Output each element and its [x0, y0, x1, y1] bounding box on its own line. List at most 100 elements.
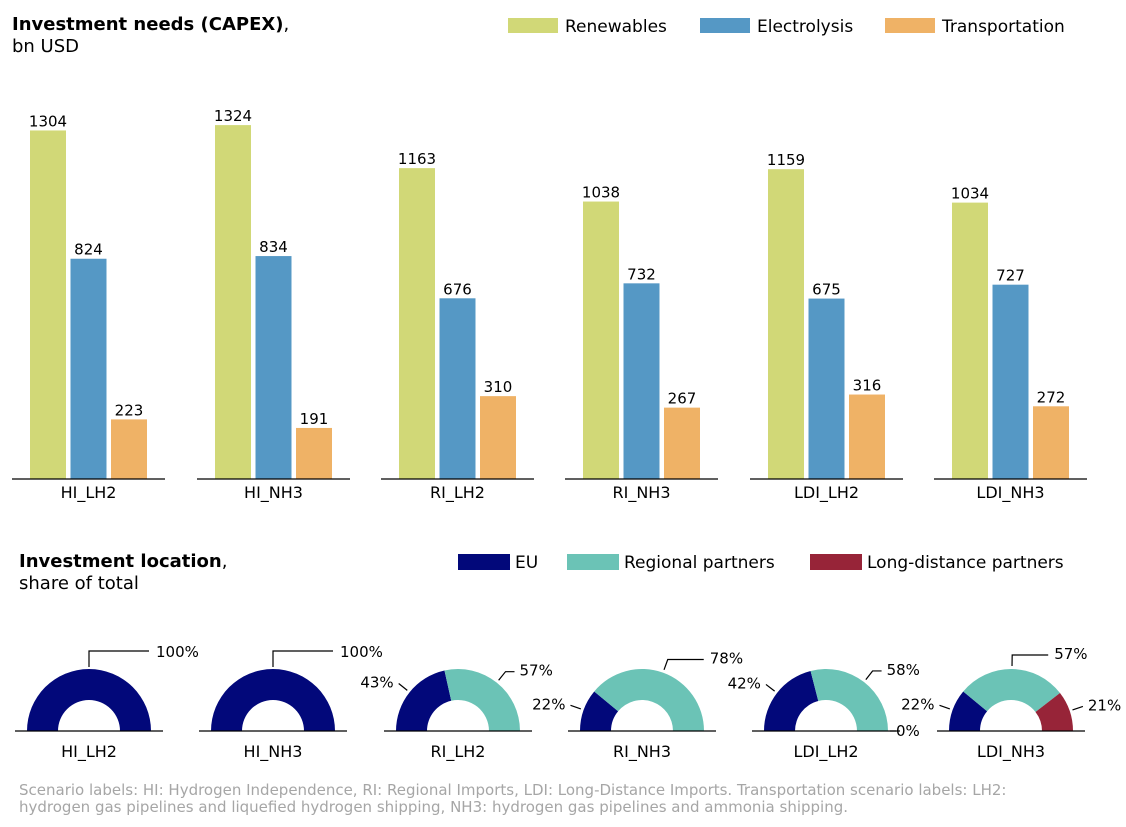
data-label-transportation-ldi-nh3: 272: [1037, 388, 1066, 406]
bar-group-ri-nh3: 1038 732 267 RI_NH3: [565, 184, 718, 503]
data-label-renewables-ri-lh2: 1163: [398, 150, 436, 168]
data-label-renewables-hi-nh3: 1324: [214, 107, 252, 125]
donut-leader-hi-nh3-0: [272, 650, 333, 667]
donut-value-label-ri-nh3-0: 22%: [532, 695, 565, 713]
bar-electrolysis-ldi-nh3: [992, 284, 1029, 479]
location-subtitle: share of total: [19, 573, 139, 594]
slice-eu-hi-lh2: [27, 669, 151, 731]
location-legend: EU Regional partners Long-distance partner…: [458, 553, 1064, 573]
slice-long-distance-partners-ldi-nh3: [1035, 692, 1073, 731]
bar-transportation-hi-nh3: [296, 427, 332, 479]
donut-value-label-ri-lh2-0: 43%: [360, 673, 393, 691]
donut-leader-ldi-nh3-0: [939, 704, 951, 710]
bar-group-hi-nh3: 1324 834 191 HI_NH3: [197, 107, 350, 503]
slice-eu-hi-nh3: [211, 669, 335, 731]
donut-leader-ldi-lh2-0: [765, 683, 776, 692]
bar-renewables-ri-nh3: [583, 201, 619, 479]
donut-value-label-ldi-nh3-2: 21%: [1088, 696, 1121, 714]
donut-category-label-ldi-lh2: LDI_LH2: [793, 742, 858, 762]
data-label-electrolysis-ldi-nh3: 727: [996, 267, 1025, 285]
legend-label-transportation: Transportation: [941, 17, 1065, 37]
bar-transportation-ldi-nh3: [1033, 406, 1069, 479]
legend-label-electrolysis: Electrolysis: [757, 17, 853, 37]
donut-ldi-lh2: LDI_LH2 42% 58% 0%: [728, 661, 920, 762]
x-tick-label-hi-nh3: HI_NH3: [244, 483, 303, 503]
location-donut-charts: HI_LH2 100% HI_NH3 100% RI_LH2 43% 57% RI_NH3 22…: [15, 643, 1121, 762]
capex-legend: Renewables Electrolysis Transportation: [508, 17, 1065, 37]
legend-swatch-regional-partners: [567, 554, 619, 570]
location-title-main: Investment location: [19, 551, 222, 572]
slice-regional-partners-ldi-nh3: [963, 668, 1060, 712]
donut-hi-nh3: HI_NH3 100%: [199, 643, 383, 762]
data-label-transportation-ri-nh3: 267: [668, 390, 697, 408]
donut-leader-ri-nh3-1: [663, 658, 704, 671]
legend-label-renewables: Renewables: [565, 17, 667, 37]
donut-category-label-ri-lh2: RI_LH2: [431, 742, 486, 762]
donut-value-label-hi-lh2-0: 100%: [156, 643, 199, 661]
donut-leader-ldi-lh2-1: [865, 670, 882, 681]
bar-renewables-hi-lh2: [30, 130, 66, 479]
bar-renewables-ldi-nh3: [952, 202, 988, 479]
x-tick-label-ri-lh2: RI_LH2: [430, 483, 485, 503]
legend-label-eu: EU: [515, 553, 538, 573]
data-label-transportation-ri-lh2: 310: [484, 378, 513, 396]
donut-category-label-hi-lh2: HI_LH2: [61, 742, 117, 762]
bar-group-hi-lh2: 1304 824 223 HI_LH2: [12, 112, 165, 503]
donut-ldi-nh3: LDI_NH3 22% 57% 21%: [901, 645, 1121, 762]
donut-leader-ri-lh2-1: [498, 671, 515, 681]
legend-swatch-transportation: [885, 18, 935, 33]
bar-group-ldi-nh3: 1034 727 272 LDI_NH3: [934, 185, 1087, 503]
donut-value-label-ldi-lh2-0: 42%: [728, 674, 761, 692]
donut-category-label-hi-nh3: HI_NH3: [244, 742, 303, 762]
slice-regional-partners-ri-nh3: [594, 669, 704, 731]
legend-swatch-eu: [458, 554, 510, 570]
data-label-transportation-hi-nh3: 191: [300, 410, 329, 428]
donut-value-label-ri-nh3-1: 78%: [710, 649, 743, 667]
location-title: Investment location,: [19, 551, 227, 572]
data-label-electrolysis-ri-nh3: 732: [627, 265, 656, 283]
x-tick-label-ldi-nh3: LDI_NH3: [976, 483, 1044, 503]
data-label-renewables-ldi-lh2: 1159: [767, 151, 805, 169]
slice-eu-ri-lh2: [395, 670, 452, 731]
donut-value-label-ldi-lh2-2: 0%: [896, 722, 920, 740]
bar-transportation-hi-lh2: [111, 419, 147, 479]
donut-category-label-ri-nh3: RI_NH3: [613, 742, 671, 762]
x-tick-label-hi-lh2: HI_LH2: [61, 483, 117, 503]
donut-hi-lh2: HI_LH2 100%: [15, 643, 199, 762]
legend-swatch-electrolysis: [700, 18, 750, 33]
data-label-renewables-hi-lh2: 1304: [29, 112, 67, 130]
legend-label-regional-partners: Regional partners: [624, 553, 775, 573]
x-tick-label-ldi-lh2: LDI_LH2: [794, 483, 859, 503]
donut-leader-ri-lh2-0: [398, 683, 408, 691]
legend-label-long-distance-partners: Long-distance partners: [867, 553, 1064, 573]
capex-title-main: Investment needs (CAPEX): [12, 14, 283, 35]
donut-value-label-ldi-lh2-1: 58%: [887, 661, 920, 679]
capex-title: Investment needs (CAPEX),: [12, 14, 289, 35]
donut-value-label-ri-lh2-1: 57%: [520, 662, 553, 680]
slice-eu-ri-nh3: [580, 691, 619, 731]
bar-renewables-ri-lh2: [399, 168, 435, 479]
data-label-electrolysis-hi-lh2: 824: [74, 241, 103, 259]
data-label-renewables-ri-nh3: 1038: [582, 184, 620, 202]
footnote-line-2: hydrogen gas pipelines and liquefied hyd…: [19, 798, 848, 816]
data-label-renewables-ldi-nh3: 1034: [951, 185, 989, 203]
x-tick-label-ri-nh3: RI_NH3: [612, 483, 670, 503]
legend-swatch-long-distance-partners: [810, 554, 862, 570]
bar-electrolysis-hi-nh3: [255, 256, 292, 479]
data-label-transportation-hi-lh2: 223: [115, 401, 144, 419]
donut-leader-ri-nh3-0: [570, 704, 582, 710]
data-label-electrolysis-hi-nh3: 834: [259, 238, 288, 256]
data-label-transportation-ldi-lh2: 316: [853, 377, 882, 395]
slice-eu-ldi-lh2: [764, 670, 819, 731]
bar-renewables-hi-nh3: [215, 125, 251, 480]
donut-value-label-ldi-nh3-1: 57%: [1054, 645, 1087, 663]
donut-value-label-hi-nh3-0: 100%: [340, 643, 383, 661]
legend-swatch-renewables: [508, 18, 558, 33]
bar-electrolysis-ri-lh2: [439, 298, 476, 479]
bar-transportation-ri-lh2: [480, 396, 516, 479]
slice-regional-partners-ldi-lh2: [810, 669, 888, 731]
donut-category-label-ldi-nh3: LDI_NH3: [977, 742, 1045, 762]
footnote-line-1: Scenario labels: HI: Hydrogen Independen…: [19, 781, 1006, 799]
donut-ri-lh2: RI_LH2 43% 57%: [360, 662, 553, 762]
donut-ri-nh3: RI_NH3 22% 78%: [532, 649, 743, 762]
